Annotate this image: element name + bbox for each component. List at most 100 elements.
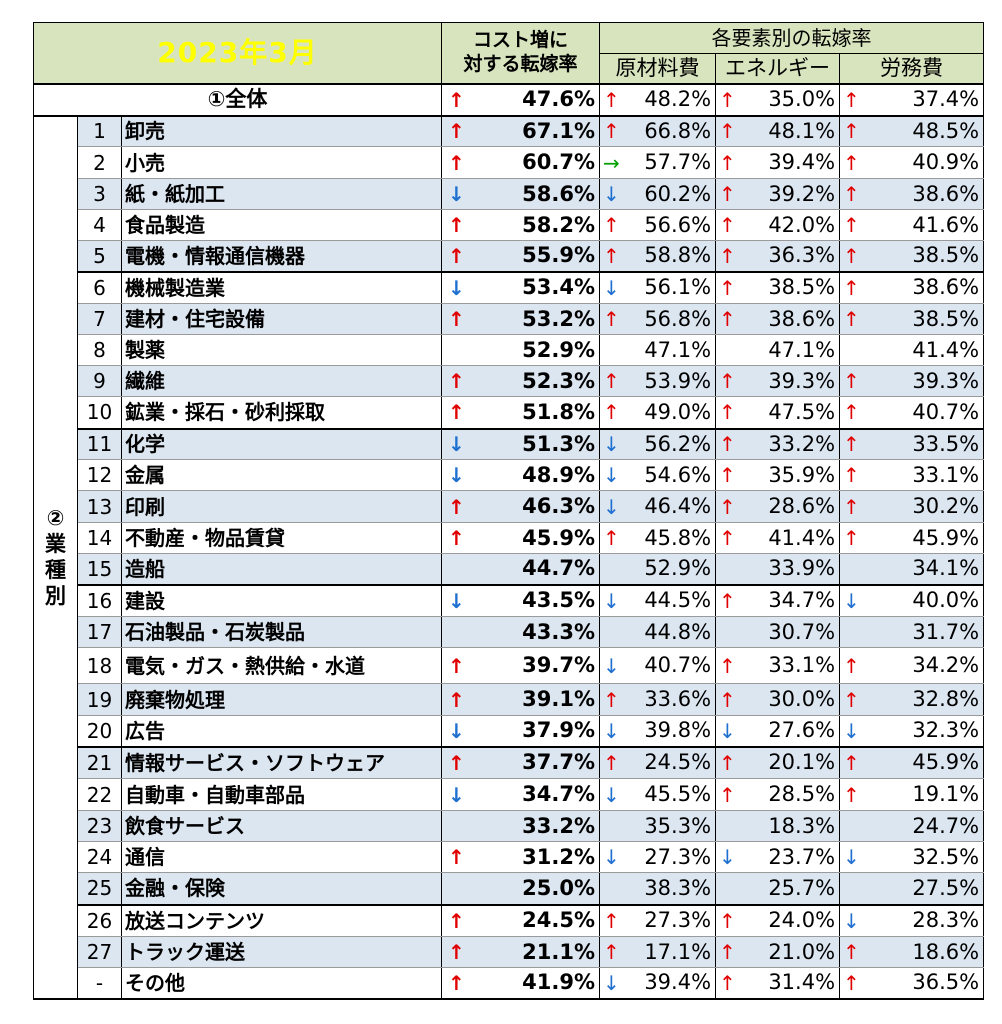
total-rate-value: 52.3% xyxy=(522,368,596,393)
total-rate-cell: ↑ 39.1% xyxy=(441,683,601,716)
col-header-energy: エネルギー xyxy=(715,53,841,85)
labor-rate-cell: ↑ 18.6% xyxy=(839,936,985,968)
row-number: 11 xyxy=(77,427,122,460)
total-rate-value: 37.9% xyxy=(522,718,596,743)
overall-labor-cell: ↑ 37.4% xyxy=(839,82,985,117)
labor-rate-cell: ↑ 38.5% xyxy=(839,240,985,272)
materials-rate-value: 56.1% xyxy=(644,275,712,300)
table-row: 23 飲食サービス 33.2% 35.3% 18.3% 24.7% xyxy=(34,810,985,842)
labor-rate-cell: ↑ 48.5% xyxy=(839,115,985,147)
row-number: 25 xyxy=(77,872,122,905)
total-rate-value: 33.2% xyxy=(522,813,596,838)
arrow-up-icon: ↑ xyxy=(843,243,860,268)
arrow-up-icon: ↑ xyxy=(603,940,620,964)
energy-rate-cell: ↑ 33.1% xyxy=(715,647,841,684)
labor-rate-cell: ↑ 40.7% xyxy=(839,396,985,429)
overall-total-value: 47.6% xyxy=(522,87,596,111)
table-row: 13 印刷 ↑ 46.3% ↓ 46.4% ↑ 28.6% ↑ 30.2% xyxy=(34,490,985,523)
arrow-up-icon: ↑ xyxy=(448,400,465,425)
arrow-up-icon: ↑ xyxy=(719,687,736,712)
labor-rate-value: 48.5% xyxy=(912,118,980,143)
table-row: 22 自動車・自動車部品 ↓ 34.7% ↓ 45.5% ↑ 28.5% ↑ 19.1% xyxy=(34,778,985,811)
row-number: 27 xyxy=(77,936,122,968)
materials-rate-value: 24.5% xyxy=(644,750,712,775)
total-rate-value: 60.7% xyxy=(522,150,596,174)
materials-rate-cell: 38.3% xyxy=(599,872,717,905)
arrow-up-icon: ↑ xyxy=(719,588,736,613)
energy-rate-cell: ↑ 24.0% xyxy=(715,903,841,937)
energy-rate-cell: ↓ 23.7% xyxy=(715,841,841,873)
labor-rate-cell: ↑ 19.1% xyxy=(839,778,985,811)
arrow-up-icon: ↑ xyxy=(448,653,465,678)
labor-rate-cell: ↑ 33.5% xyxy=(839,427,985,460)
energy-rate-cell: ↑ 33.2% xyxy=(715,427,841,460)
labor-rate-value: 41.4% xyxy=(912,337,980,362)
row-number: 7 xyxy=(77,303,122,335)
row-number: 22 xyxy=(77,778,122,811)
row-number: 1 xyxy=(77,115,122,147)
materials-rate-cell: ↓ 40.7% xyxy=(599,647,717,684)
total-rate-cell: ↓ 51.3% xyxy=(441,427,601,460)
materials-rate-cell: ↓ 60.2% xyxy=(599,178,717,210)
total-rate-value: 24.5% xyxy=(522,908,596,933)
arrow-down-icon: ↓ xyxy=(843,845,860,869)
table-row: 5 電機・情報通信機器 ↑ 55.9% ↑ 58.8% ↑ 36.3% ↑ 38.5% xyxy=(34,240,985,272)
industry-name: トラック運送 xyxy=(120,936,443,968)
labor-rate-value: 28.3% xyxy=(912,908,980,933)
arrow-up-icon: ↑ xyxy=(603,750,620,775)
materials-rate-value: 44.8% xyxy=(644,619,712,644)
materials-rate-value: 56.6% xyxy=(644,212,712,237)
arrow-up-icon: ↑ xyxy=(603,908,620,933)
arrow-up-icon: ↑ xyxy=(843,119,860,144)
materials-rate-value: 49.0% xyxy=(644,399,712,424)
arrow-up-icon: ↑ xyxy=(719,119,736,144)
energy-rate-value: 24.0% xyxy=(768,908,836,933)
arrow-up-icon: ↑ xyxy=(448,119,465,144)
labor-rate-value: 33.5% xyxy=(912,431,980,456)
labor-rate-cell: ↑ 38.5% xyxy=(839,303,985,335)
arrow-down-icon: ↓ xyxy=(603,275,620,300)
industry-name: 紙・紙加工 xyxy=(120,178,443,210)
energy-rate-cell: ↑ 35.9% xyxy=(715,459,841,491)
total-rate-value: 58.6% xyxy=(522,181,596,206)
total-rate-cell: ↓ 53.4% xyxy=(441,270,601,304)
labor-rate-cell: ↑ 30.2% xyxy=(839,490,985,523)
arrow-up-icon: ↑ xyxy=(719,908,736,933)
total-rate-value: 37.7% xyxy=(522,750,596,775)
energy-rate-cell: ↑ 48.1% xyxy=(715,115,841,147)
labor-rate-cell: ↑ 38.6% xyxy=(839,270,985,304)
industry-name: その他 xyxy=(120,967,443,1000)
industry-name: 不動産・物品賃貸 xyxy=(120,522,443,554)
materials-rate-cell: ↑ 17.1% xyxy=(599,936,717,968)
arrow-up-icon: ↑ xyxy=(719,463,736,487)
arrow-up-icon: ↑ xyxy=(719,940,736,964)
energy-rate-value: 27.6% xyxy=(768,718,836,743)
arrow-up-icon: ↑ xyxy=(448,87,465,112)
col-header-labor: 労務費 xyxy=(839,53,985,85)
table-row: 12 金属 ↓ 48.9% ↓ 54.6% ↑ 35.9% ↑ 33.1% xyxy=(34,459,985,491)
energy-rate-cell: ↑ 39.4% xyxy=(715,146,841,179)
arrow-up-icon: ↑ xyxy=(603,400,620,425)
total-rate-value: 39.1% xyxy=(522,687,596,711)
total-rate-cell: ↑ 41.9% xyxy=(441,967,601,1000)
arrow-up-icon: ↑ xyxy=(719,275,736,300)
arrow-up-icon: ↑ xyxy=(719,307,736,331)
labor-rate-cell: ↑ 41.6% xyxy=(839,209,985,241)
arrow-up-icon: ↑ xyxy=(843,653,860,678)
arrow-down-icon: ↓ xyxy=(603,588,620,613)
row-number: 14 xyxy=(77,522,122,554)
total-rate-value: 25.0% xyxy=(522,875,596,900)
energy-rate-value: 20.1% xyxy=(768,750,836,775)
total-rate-cell: 44.7% xyxy=(441,553,601,585)
industry-name: 印刷 xyxy=(120,490,443,523)
energy-rate-value: 36.3% xyxy=(768,243,836,268)
total-rate-cell: ↑ 52.3% xyxy=(441,365,601,397)
col-header-total-line2: 対する転嫁率 xyxy=(463,52,578,75)
materials-rate-value: 47.1% xyxy=(644,337,712,362)
energy-rate-cell: ↓ 27.6% xyxy=(715,715,841,747)
materials-rate-value: 56.8% xyxy=(644,306,712,331)
arrow-up-icon: ↑ xyxy=(448,369,465,393)
table-row: 21 情報サービス・ソフトウェア ↑ 37.7% ↑ 24.5% ↑ 20.1% ↑ 45.9% xyxy=(34,745,985,779)
materials-rate-cell: ↑ 58.8% xyxy=(599,240,717,272)
arrow-up-icon: ↑ xyxy=(843,750,860,775)
